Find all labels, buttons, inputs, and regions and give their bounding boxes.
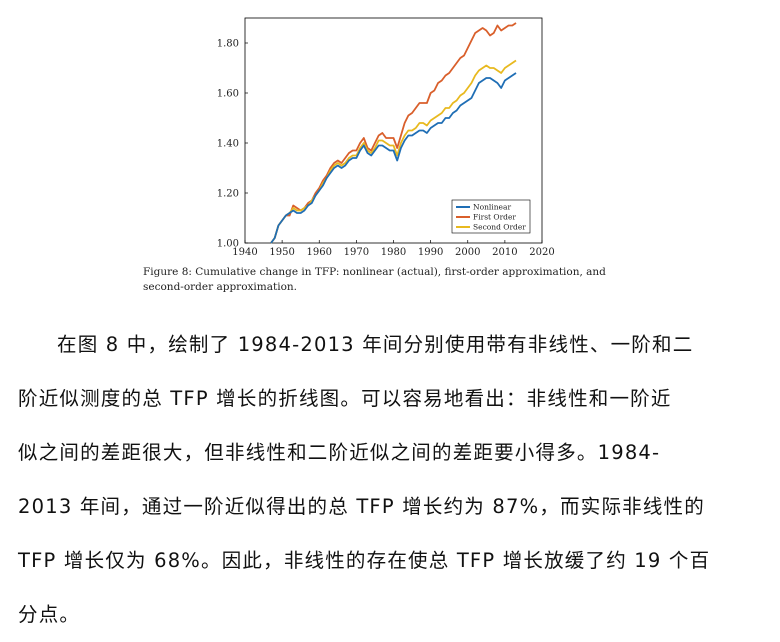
caption-line-2: second-order approximation. <box>143 281 298 293</box>
series-lines <box>270 22 517 244</box>
x-tick-label: 1990 <box>418 247 443 258</box>
paragraph-line-4: 2013 年间，通过一阶近似得出的总 TFP 增长约为 87%，而实际非线性的 <box>18 495 705 518</box>
paragraph-line-1: 在图 8 中，绘制了 1984-2013 年间分别使用带有非线性、一阶和二 <box>57 333 694 356</box>
x-tick-label: 1950 <box>269 247 294 258</box>
legend-label-1: First Order <box>473 213 516 222</box>
caption-line-1: Figure 8: Cumulative change in TFP: nonl… <box>143 266 606 278</box>
plot-area: 1940 1950 1960 1970 1980 1990 2000 2010 2020 1.0… <box>217 17 555 258</box>
series-line-2 <box>270 59 517 244</box>
legend-label-0: Nonlinear <box>473 203 511 212</box>
x-tick-label: 2010 <box>492 247 517 258</box>
x-tick-label: 1980 <box>381 247 406 258</box>
paragraph: 在图 8 中，绘制了 1984-2013 年间分别使用带有非线性、一阶和二 阶近… <box>18 318 766 642</box>
paragraph-line-6: 分点。 <box>18 603 81 626</box>
x-axis-ticks: 1940 1950 1960 1970 1980 1990 2000 2010 2020 <box>232 240 555 258</box>
paragraph-line-3: 似之间的差距很大，但非线性和二阶近似之间的差距要小得多。1984- <box>18 441 661 464</box>
paragraph-line-5: TFP 增长仅为 68%。因此，非线性的存在使总 TFP 增长放缓了约 19 个… <box>18 549 711 572</box>
legend-label-2: Second Order <box>473 223 526 232</box>
x-tick-label: 2000 <box>455 247 480 258</box>
y-tick-label: 1.80 <box>217 39 239 50</box>
y-tick-label: 1.20 <box>217 189 239 200</box>
figure-caption: Figure 8: Cumulative change in TFP: nonl… <box>143 265 643 295</box>
y-tick-label: 1.60 <box>217 89 239 100</box>
x-tick-label: 1960 <box>307 247 332 258</box>
y-tick-label: 1.40 <box>217 139 239 150</box>
tfp-line-chart: 1940 1950 1960 1970 1980 1990 2000 2010 2020 1.0… <box>217 17 555 258</box>
y-axis-ticks: 1.00 1.20 1.40 1.60 1.80 <box>217 39 248 250</box>
y-tick-label: 1.00 <box>217 239 239 250</box>
x-tick-label: 1940 <box>232 247 257 258</box>
x-tick-label: 1970 <box>344 247 369 258</box>
series-line-0 <box>270 72 517 244</box>
x-tick-label: 2020 <box>529 247 554 258</box>
paragraph-line-2: 阶近似测度的总 TFP 增长的折线图。可以容易地看出：非线性和一阶近 <box>18 387 672 410</box>
